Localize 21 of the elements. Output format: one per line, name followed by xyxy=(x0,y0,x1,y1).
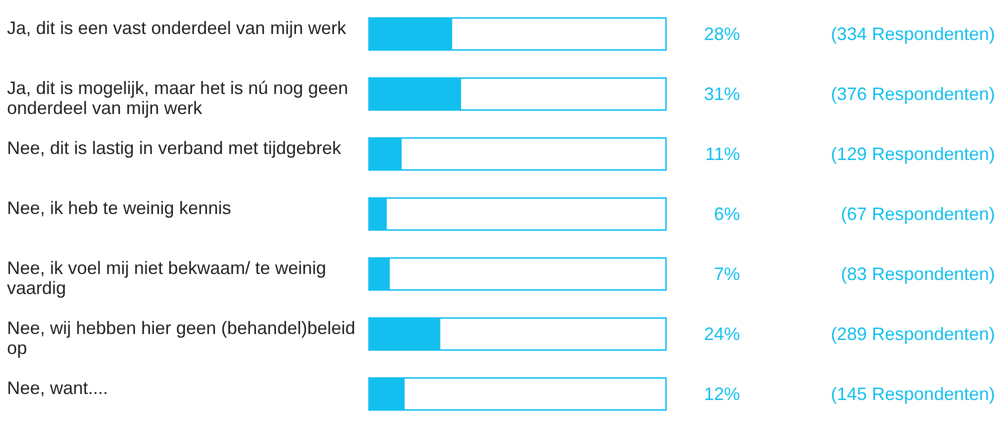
text: (67 Respondenten) xyxy=(840,204,995,224)
y-tick-label: Nee, dit is lastig in verband met tijdgebrek xyxy=(7,138,342,158)
data-label: 28% xyxy=(704,24,740,44)
text: (289 Respondenten) xyxy=(830,324,995,344)
y-tick-label: Nee, want.... xyxy=(7,378,108,398)
text: (145 Respondenten) xyxy=(830,384,995,404)
y-tick-label: Nee, wij hebben hier geen (behandel)beleid op xyxy=(7,318,360,358)
data-label: 7% xyxy=(714,264,740,284)
data-label: 31% xyxy=(704,84,740,104)
y-tick-label: Ja, dit is mogelijk, maar het is nú nog geen onderdeel van mijn werk xyxy=(7,78,354,118)
data-label: 24% xyxy=(704,324,740,344)
text: (334 Respondenten) xyxy=(830,24,995,44)
y-tick-label: Nee, ik heb te weinig kennis xyxy=(7,198,232,218)
y-tick-label: Ja, dit is een vast onderdeel van mijn werk xyxy=(7,18,348,38)
text: (376 Respondenten) xyxy=(830,84,995,104)
text: (83 Respondenten) xyxy=(840,264,995,284)
y-tick-label: Nee, ik voel mij niet bekwaam/ te weinig vaardig xyxy=(7,258,332,298)
data-label: 6% xyxy=(714,204,740,224)
data-label: 12% xyxy=(704,384,740,404)
text: (129 Respondenten) xyxy=(830,144,995,164)
data-label: 11% xyxy=(705,144,740,164)
